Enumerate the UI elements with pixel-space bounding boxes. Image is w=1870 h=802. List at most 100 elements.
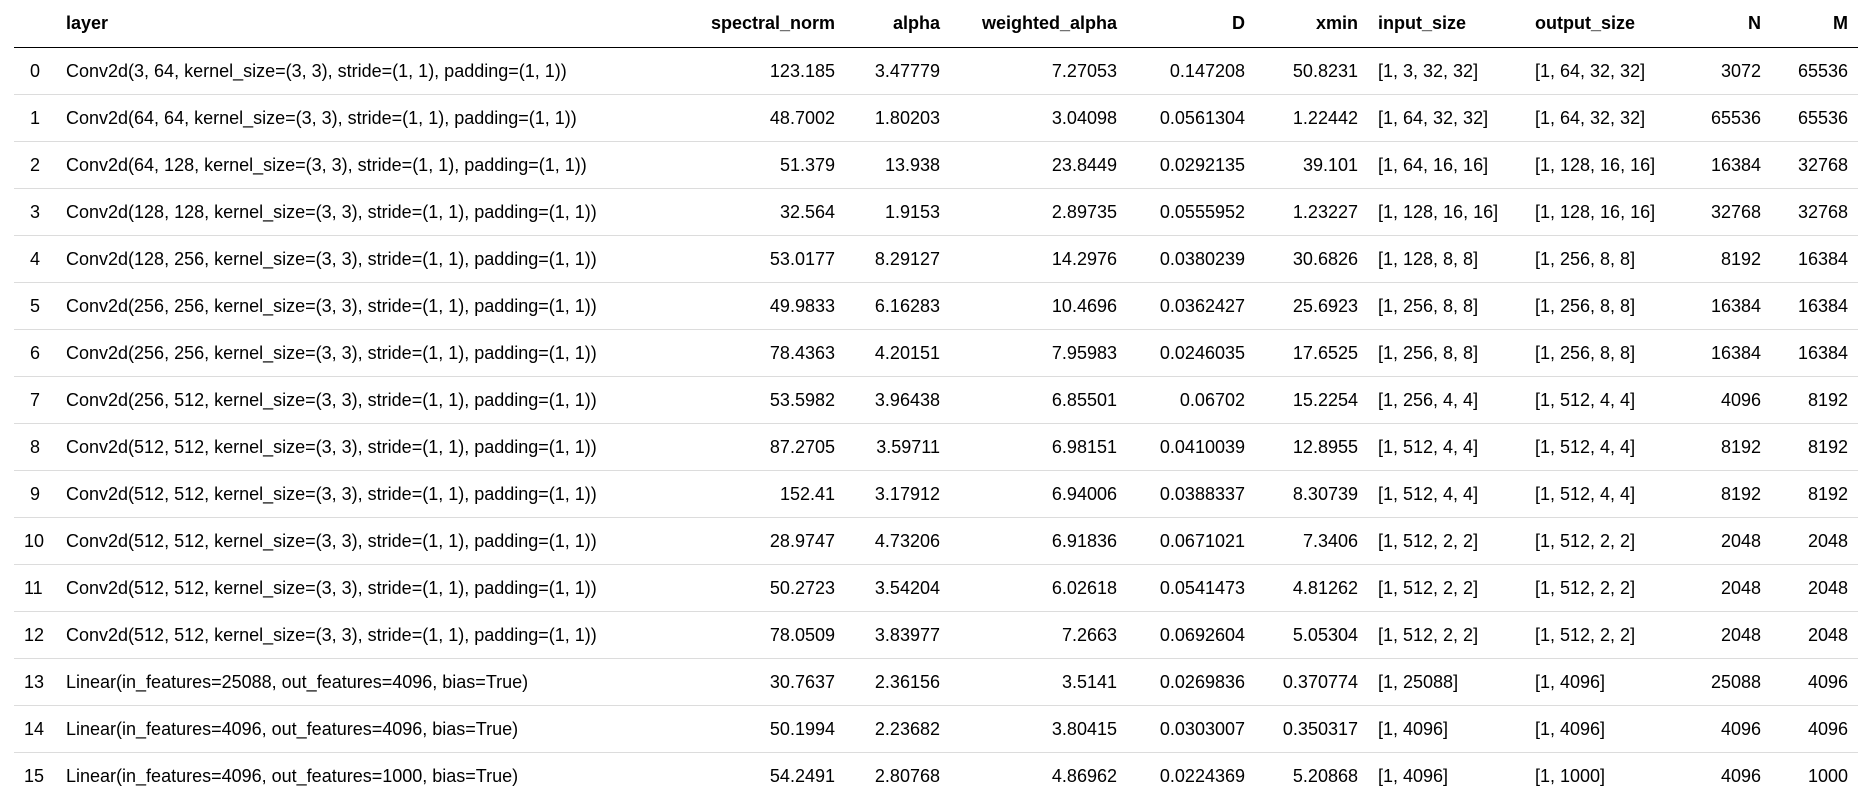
row-index: 0 <box>14 47 56 95</box>
table-body: 0 Conv2d(3, 64, kernel_size=(3, 3), strid… <box>14 47 1858 800</box>
cell-xmin: 0.370774 <box>1255 658 1368 706</box>
table-row: 3 Conv2d(128, 128, kernel_size=(3, 3), st… <box>14 188 1858 236</box>
cell-weighted-alpha: 3.5141 <box>950 658 1127 706</box>
cell-layer: Conv2d(256, 256, kernel_size=(3, 3), str… <box>56 329 682 377</box>
cell-weighted-alpha: 6.91836 <box>950 517 1127 565</box>
cell-spectral-norm: 50.2723 <box>682 564 845 612</box>
cell-layer: Conv2d(64, 64, kernel_size=(3, 3), strid… <box>56 94 682 142</box>
cell-weighted-alpha: 6.98151 <box>950 423 1127 471</box>
cell-n: 16384 <box>1685 282 1771 330</box>
cell-n: 25088 <box>1685 658 1771 706</box>
cell-output-size: [1, 4096] <box>1525 658 1685 706</box>
cell-input-size: [1, 512, 2, 2] <box>1368 611 1525 659</box>
cell-weighted-alpha: 10.4696 <box>950 282 1127 330</box>
cell-alpha: 3.59711 <box>845 423 950 471</box>
cell-input-size: [1, 64, 32, 32] <box>1368 94 1525 142</box>
cell-m: 32768 <box>1771 188 1858 236</box>
cell-alpha: 3.47779 <box>845 47 950 95</box>
cell-m: 16384 <box>1771 235 1858 283</box>
cell-n: 4096 <box>1685 705 1771 753</box>
cell-m: 2048 <box>1771 564 1858 612</box>
cell-alpha: 1.80203 <box>845 94 950 142</box>
cell-xmin: 30.6826 <box>1255 235 1368 283</box>
cell-spectral-norm: 49.9833 <box>682 282 845 330</box>
cell-layer: Conv2d(256, 256, kernel_size=(3, 3), str… <box>56 282 682 330</box>
cell-spectral-norm: 53.0177 <box>682 235 845 283</box>
cell-n: 2048 <box>1685 564 1771 612</box>
cell-d: 0.0410039 <box>1127 423 1255 471</box>
cell-m: 1000 <box>1807 765 1848 786</box>
cell-layer: Conv2d(512, 512, kernel_size=(3, 3), str… <box>56 423 682 471</box>
cell-input-size: [1, 512, 2, 2] <box>1368 564 1525 612</box>
row-index: 8 <box>14 423 56 471</box>
cell-xmin: 50.8231 <box>1255 47 1368 95</box>
cell-m: 16384 <box>1771 329 1858 377</box>
cell-input-size: [1, 512, 4, 4] <box>1368 423 1525 471</box>
table-row: 0 Conv2d(3, 64, kernel_size=(3, 3), strid… <box>14 47 1858 95</box>
cell-xmin: 8.30739 <box>1255 470 1368 518</box>
cell-xmin: 12.8955 <box>1255 423 1368 471</box>
row-index: 10 <box>14 517 56 565</box>
cell-layer: Linear(in_features=4096, out_features=10… <box>66 765 519 786</box>
cell-layer: Conv2d(128, 128, kernel_size=(3, 3), str… <box>56 188 682 236</box>
cell-input-size: [1, 128, 16, 16] <box>1368 188 1525 236</box>
row-index: 2 <box>14 141 56 189</box>
column-header-layer: layer <box>56 0 682 48</box>
table-row: 2 Conv2d(64, 128, kernel_size=(3, 3), str… <box>14 141 1858 189</box>
cell-weighted-alpha: 6.94006 <box>950 470 1127 518</box>
column-header-d: D <box>1127 0 1255 48</box>
cell-output-size: [1, 128, 16, 16] <box>1525 188 1685 236</box>
cell-output-size: [1, 512, 2, 2] <box>1525 611 1685 659</box>
cell-n: 16384 <box>1685 141 1771 189</box>
cell-n: 2048 <box>1685 611 1771 659</box>
cell-d: 0.147208 <box>1127 47 1255 95</box>
cell-weighted-alpha: 6.85501 <box>950 376 1127 424</box>
cell-n: 4096 <box>1720 765 1761 786</box>
cell-d: 0.0269836 <box>1127 658 1255 706</box>
cell-spectral-norm: 48.7002 <box>682 94 845 142</box>
cell-output-size: [1, 128, 16, 16] <box>1525 141 1685 189</box>
cell-m: 4096 <box>1771 705 1858 753</box>
cell-spectral-norm: 28.9747 <box>682 517 845 565</box>
cell-spectral-norm: 87.2705 <box>682 423 845 471</box>
row-index: 11 <box>14 564 56 612</box>
cell-output-size: [1, 512, 4, 4] <box>1525 423 1685 471</box>
cell-weighted-alpha: 7.2663 <box>950 611 1127 659</box>
cell-alpha: 1.9153 <box>845 188 950 236</box>
cell-d: 0.0388337 <box>1127 470 1255 518</box>
cell-spectral-norm: 152.41 <box>682 470 845 518</box>
table-row: 15 Linear(in_features=4096, out_features=… <box>14 753 1858 800</box>
cell-d: 0.0380239 <box>1127 235 1255 283</box>
cell-xmin: 25.6923 <box>1255 282 1368 330</box>
cell-layer: Conv2d(512, 512, kernel_size=(3, 3), str… <box>56 564 682 612</box>
cell-alpha: 6.16283 <box>845 282 950 330</box>
cell-layer: Conv2d(512, 512, kernel_size=(3, 3), str… <box>56 611 682 659</box>
cell-m: 8192 <box>1771 376 1858 424</box>
cell-input-size: [1, 256, 8, 8] <box>1368 329 1525 377</box>
cell-input-size: [1, 4096] <box>1378 765 1449 786</box>
cell-spectral-norm: 53.5982 <box>682 376 845 424</box>
cell-output-size: [1, 256, 8, 8] <box>1525 329 1685 377</box>
cell-d: 0.0561304 <box>1127 94 1255 142</box>
cell-spectral-norm: 30.7637 <box>682 658 845 706</box>
cell-m: 2048 <box>1771 517 1858 565</box>
cell-output-size: [1, 64, 32, 32] <box>1525 47 1685 95</box>
row-index: 6 <box>14 329 56 377</box>
cell-n: 8192 <box>1685 423 1771 471</box>
cell-layer: Conv2d(512, 512, kernel_size=(3, 3), str… <box>56 517 682 565</box>
cell-alpha: 2.80768 <box>874 765 940 786</box>
cell-layer: Conv2d(3, 64, kernel_size=(3, 3), stride… <box>56 47 682 95</box>
cell-spectral-norm: 50.1994 <box>682 705 845 753</box>
cell-input-size: [1, 4096] <box>1368 705 1525 753</box>
cell-m: 65536 <box>1771 94 1858 142</box>
cell-alpha: 3.83977 <box>845 611 950 659</box>
cell-input-size: [1, 512, 4, 4] <box>1368 470 1525 518</box>
cell-weighted-alpha: 2.89735 <box>950 188 1127 236</box>
cell-weighted-alpha: 7.27053 <box>950 47 1127 95</box>
cell-input-size: [1, 3, 32, 32] <box>1368 47 1525 95</box>
cell-spectral-norm: 32.564 <box>682 188 845 236</box>
table-row: 12 Conv2d(512, 512, kernel_size=(3, 3), s… <box>14 611 1858 659</box>
column-header-spectral-norm: spectral_norm <box>682 0 845 48</box>
cell-layer: Conv2d(128, 256, kernel_size=(3, 3), str… <box>56 235 682 283</box>
cell-m: 8192 <box>1771 470 1858 518</box>
